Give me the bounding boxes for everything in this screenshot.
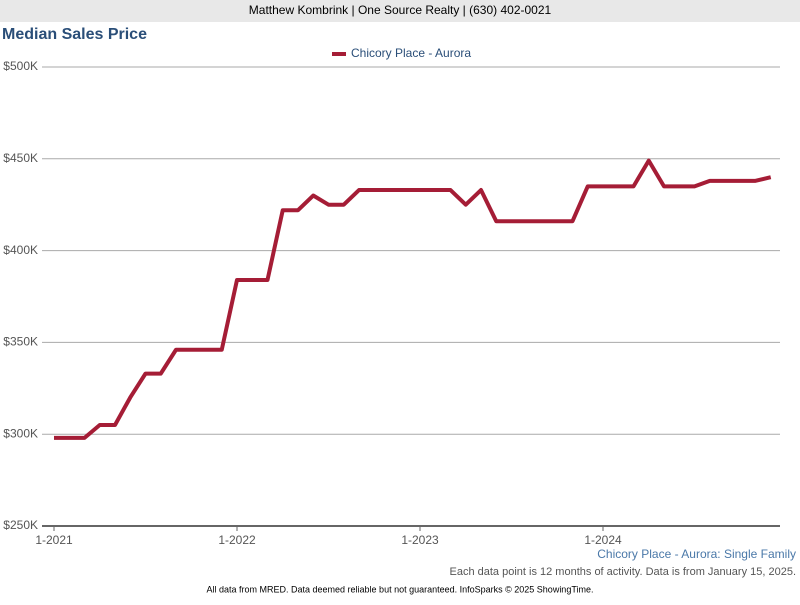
legend-label: Chicory Place - Aurora <box>351 46 471 60</box>
header-bar <box>0 0 800 22</box>
note: Each data point is 12 months of activity… <box>450 566 796 578</box>
y-tick-label: $350K <box>3 335 38 349</box>
x-tick-label: 1-2024 <box>584 533 622 547</box>
subtitle: Chicory Place - Aurora: Single Family <box>597 547 796 561</box>
header: Matthew Kombrink | One Source Realty | (… <box>249 3 552 17</box>
chart-title: Median Sales Price <box>2 26 147 43</box>
line <box>54 158 772 440</box>
y-tick-label: $500K <box>3 59 38 73</box>
footer: All data from MRED. Data deemed reliable… <box>206 584 593 594</box>
x-tick-label: 1-2023 <box>401 533 439 547</box>
y-tick-label: $400K <box>3 243 38 257</box>
y-tick-label: $250K <box>3 518 38 532</box>
y-tick-label: $450K <box>3 151 38 165</box>
x-tick-label: 1-2021 <box>35 533 73 547</box>
x-tick-label: 1-2022 <box>218 533 256 547</box>
y-tick-label: $300K <box>3 426 38 440</box>
